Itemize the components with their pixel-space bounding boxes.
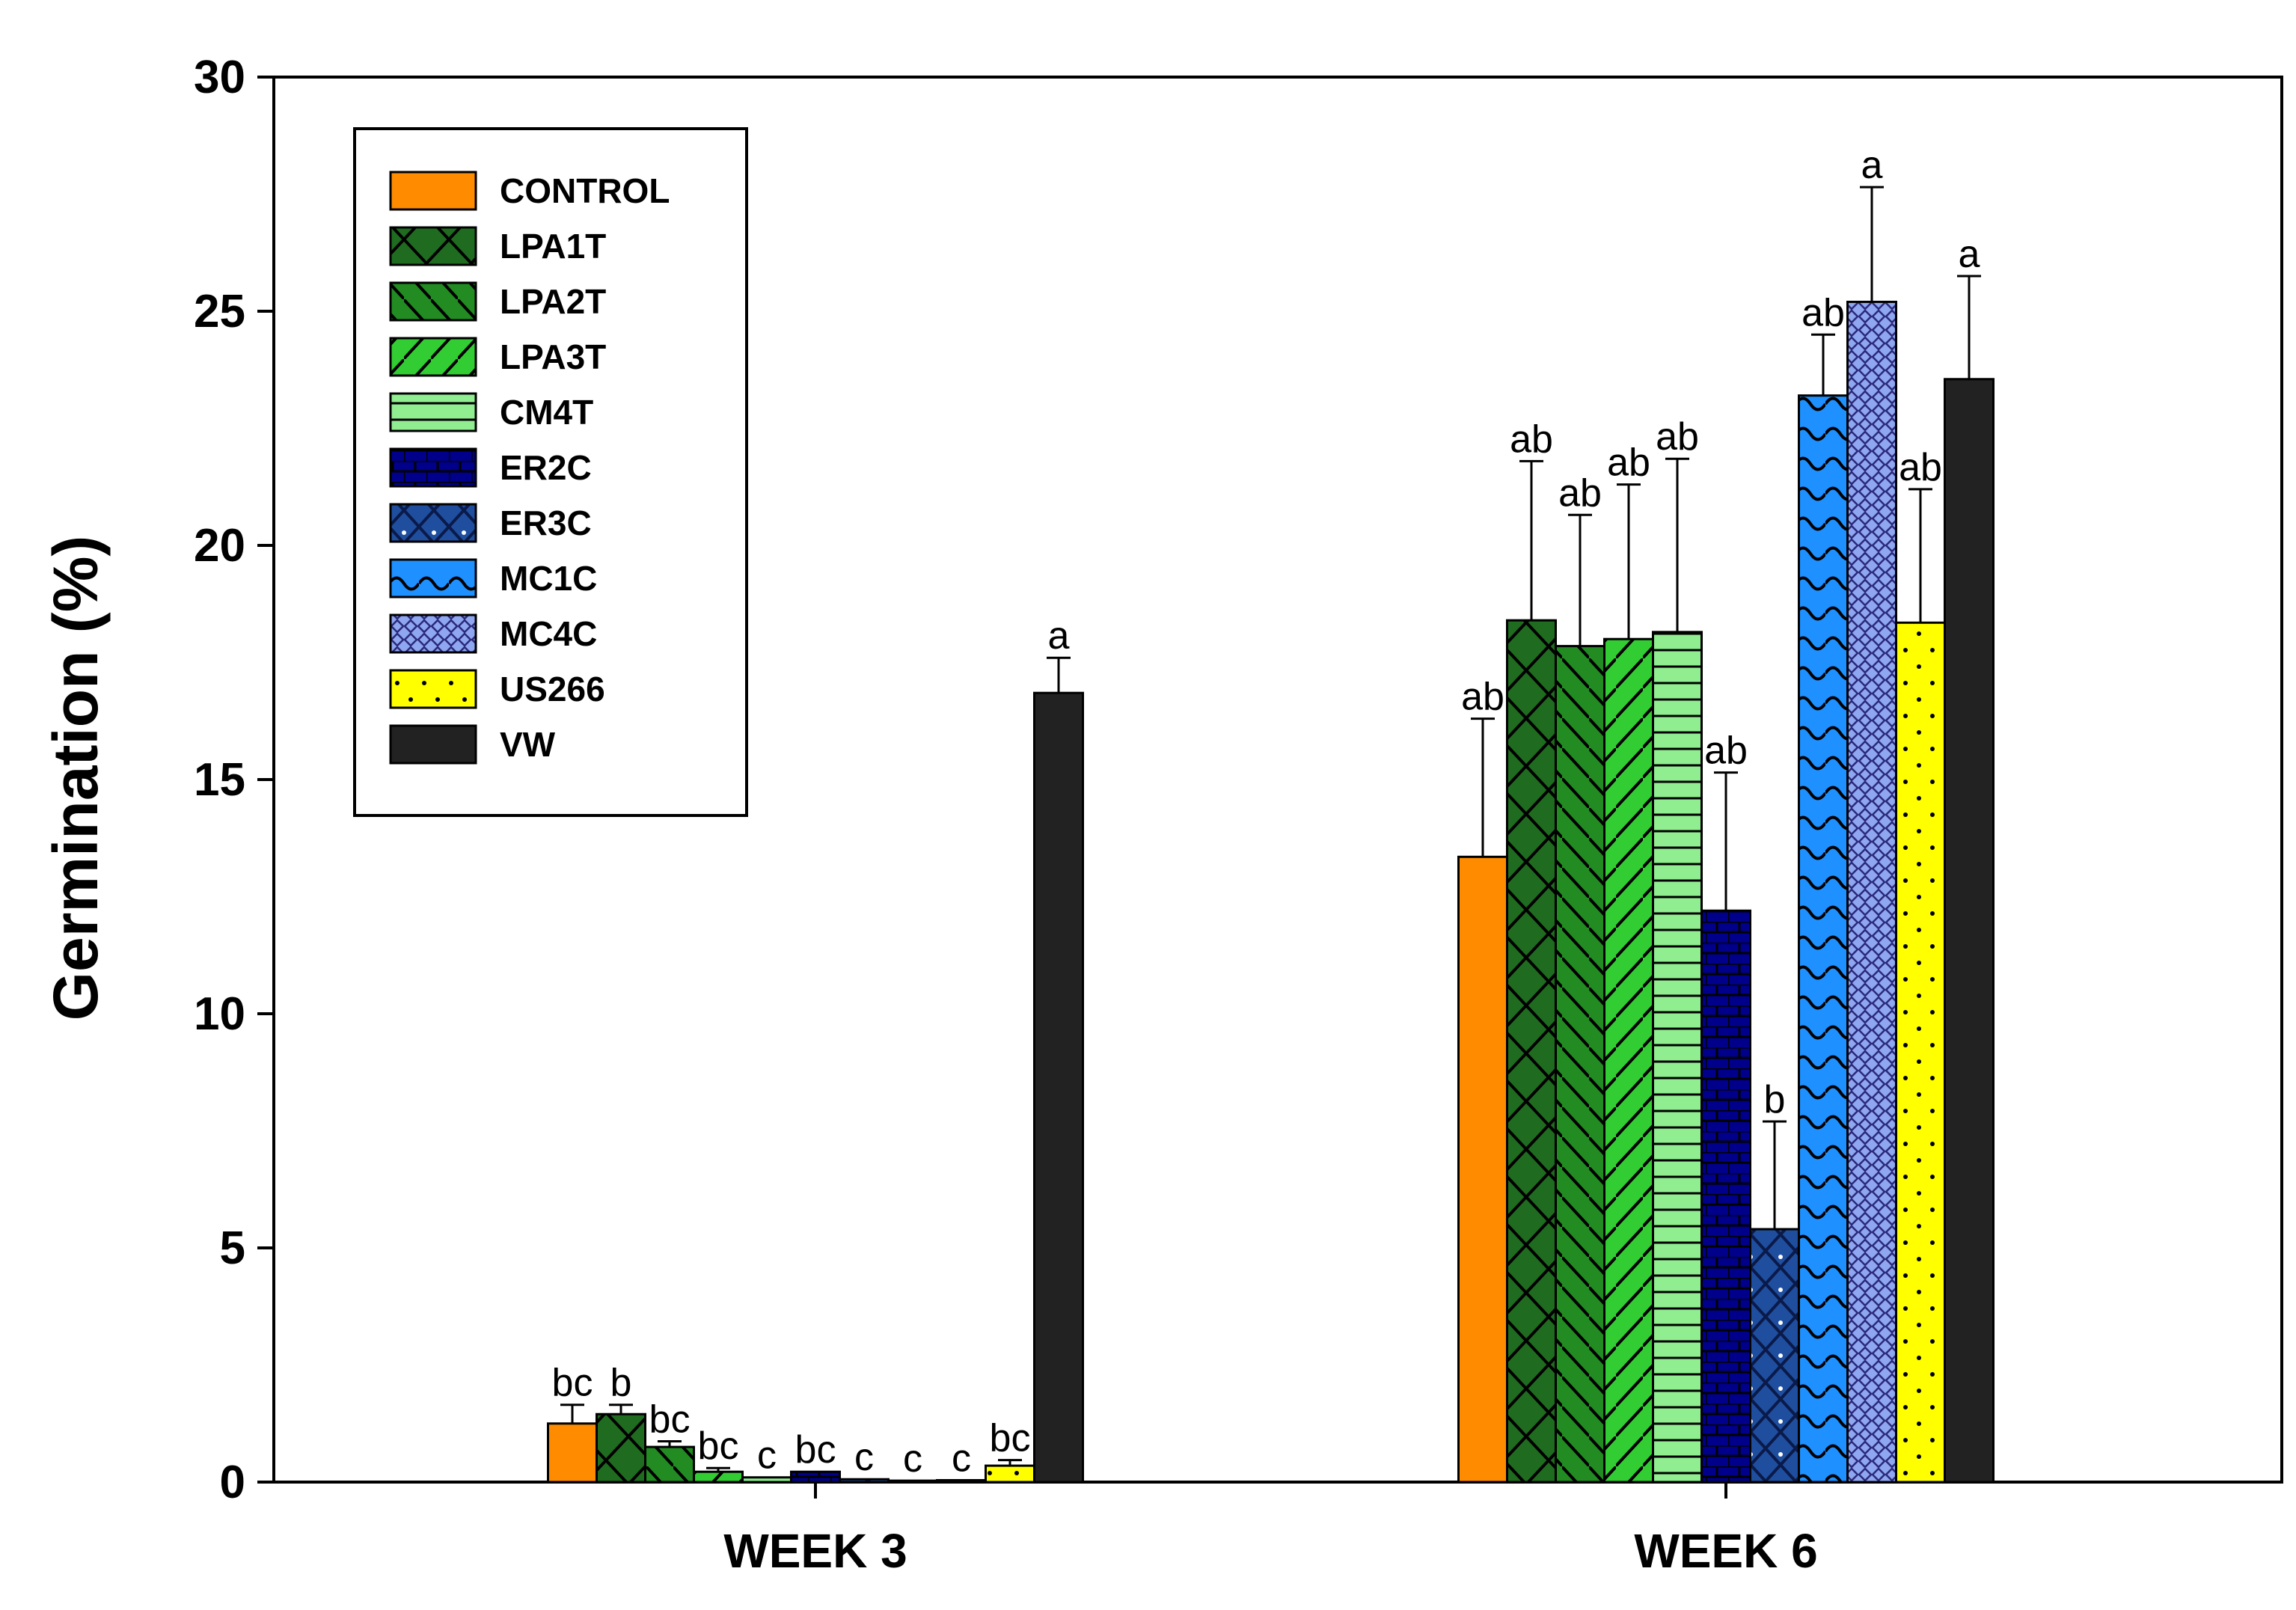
- x-category-label: WEEK 6: [1634, 1524, 1817, 1578]
- significance-letter: ab: [1801, 291, 1845, 334]
- y-tick-label: 20: [194, 520, 245, 572]
- legend-label: VW: [500, 725, 556, 764]
- significance-letter: ab: [1510, 417, 1553, 461]
- legend-label: US266: [500, 670, 605, 708]
- legend-label: CONTROL: [500, 171, 670, 210]
- bar-er3c: [839, 1478, 890, 1484]
- legend-label: LPA3T: [500, 337, 606, 376]
- y-tick-label: 10: [194, 988, 245, 1040]
- significance-letter: bc: [990, 1417, 1031, 1460]
- significance-letter: c: [757, 1434, 777, 1478]
- legend-swatch-cm4t: [389, 392, 477, 432]
- significance-letter: b: [1764, 1078, 1786, 1121]
- legend: CONTROL LPA1T LPA2T LPA3T CM4T ER2C ER3C MC1C MC…: [353, 127, 748, 817]
- significance-letter: c: [903, 1437, 922, 1481]
- bar-lpa1t: [596, 1412, 646, 1484]
- significance-letter: a: [1959, 233, 1980, 276]
- significance-letter: c: [952, 1436, 971, 1480]
- legend-label: MC4C: [500, 614, 597, 653]
- legend-label: LPA1T: [500, 227, 606, 266]
- legend-label: MC1C: [500, 559, 597, 598]
- significance-letter: bc: [795, 1428, 836, 1472]
- legend-swatch-er3c: [389, 503, 477, 543]
- bar-er2c: [1700, 909, 1751, 1484]
- bar-lpa2t: [1555, 645, 1605, 1484]
- bar-lpa1t: [1506, 619, 1557, 1484]
- significance-letter: a: [1048, 614, 1070, 658]
- legend-swatch-lpa2t: [389, 281, 477, 322]
- y-tick-label: 30: [194, 52, 245, 103]
- significance-letter: ab: [1899, 446, 1942, 489]
- bar-cm4t: [741, 1476, 792, 1484]
- y-axis: 0 5 10 15 20 25 30: [194, 52, 274, 1508]
- error-bars-layer: [560, 186, 1981, 1472]
- bar-lpa3t: [1603, 637, 1654, 1484]
- x-axis: WEEK 3 WEEK 6: [723, 1482, 1818, 1578]
- bar-vw: [1944, 378, 1995, 1484]
- significance-letter: ab: [1558, 471, 1602, 515]
- bar-cm4t: [1652, 631, 1703, 1484]
- legend-label: LPA2T: [500, 282, 606, 321]
- significance-letter: ab: [1704, 729, 1748, 773]
- bar-mc4c: [936, 1478, 987, 1484]
- significance-letter: c: [854, 1436, 874, 1479]
- legend-label: ER3C: [500, 503, 592, 542]
- legend-swatch-mc1c: [389, 558, 477, 599]
- legend-swatch-control: [389, 171, 477, 211]
- bar-us266: [1895, 621, 1946, 1484]
- bar-us266: [985, 1464, 1035, 1484]
- bar-control: [547, 1422, 598, 1484]
- significance-letter: ab: [1656, 415, 1699, 459]
- y-tick-label: 0: [220, 1457, 245, 1508]
- significance-letter: a: [1861, 144, 1883, 187]
- bar-mc1c: [887, 1479, 938, 1484]
- significance-letter: bc: [698, 1424, 739, 1468]
- bar-lpa3t: [693, 1470, 744, 1484]
- y-tick-label: 5: [220, 1222, 245, 1274]
- x-category-label: WEEK 3: [723, 1524, 907, 1578]
- legend-label: ER2C: [500, 448, 592, 487]
- bar-mc4c: [1846, 300, 1897, 1484]
- legend-swatch-vw: [389, 724, 477, 765]
- legend-swatch-us266: [389, 669, 477, 709]
- y-tick-label: 25: [194, 286, 245, 337]
- bar-mc1c: [1798, 394, 1849, 1484]
- y-tick-label: 15: [194, 754, 245, 806]
- legend-swatch-lpa1t: [389, 226, 477, 266]
- legend-swatch-mc4c: [389, 613, 477, 654]
- significance-letter: ab: [1461, 676, 1504, 719]
- legend-label: CM4T: [500, 393, 593, 432]
- y-axis-title: Germination (%): [40, 536, 111, 1021]
- bar-er2c: [790, 1470, 841, 1484]
- bars-layer: [547, 300, 1995, 1484]
- legend-swatch-lpa3t: [389, 337, 477, 377]
- significance-letter: b: [610, 1362, 632, 1405]
- legend-swatch-er2c: [389, 447, 477, 488]
- bar-lpa2t: [644, 1445, 695, 1484]
- significance-letter: ab: [1607, 441, 1650, 485]
- bar-control: [1457, 855, 1508, 1484]
- significance-letter: bc: [552, 1362, 593, 1405]
- bar-vw: [1033, 691, 1084, 1484]
- bar-er3c: [1749, 1228, 1800, 1484]
- significance-letter: bc: [649, 1398, 691, 1442]
